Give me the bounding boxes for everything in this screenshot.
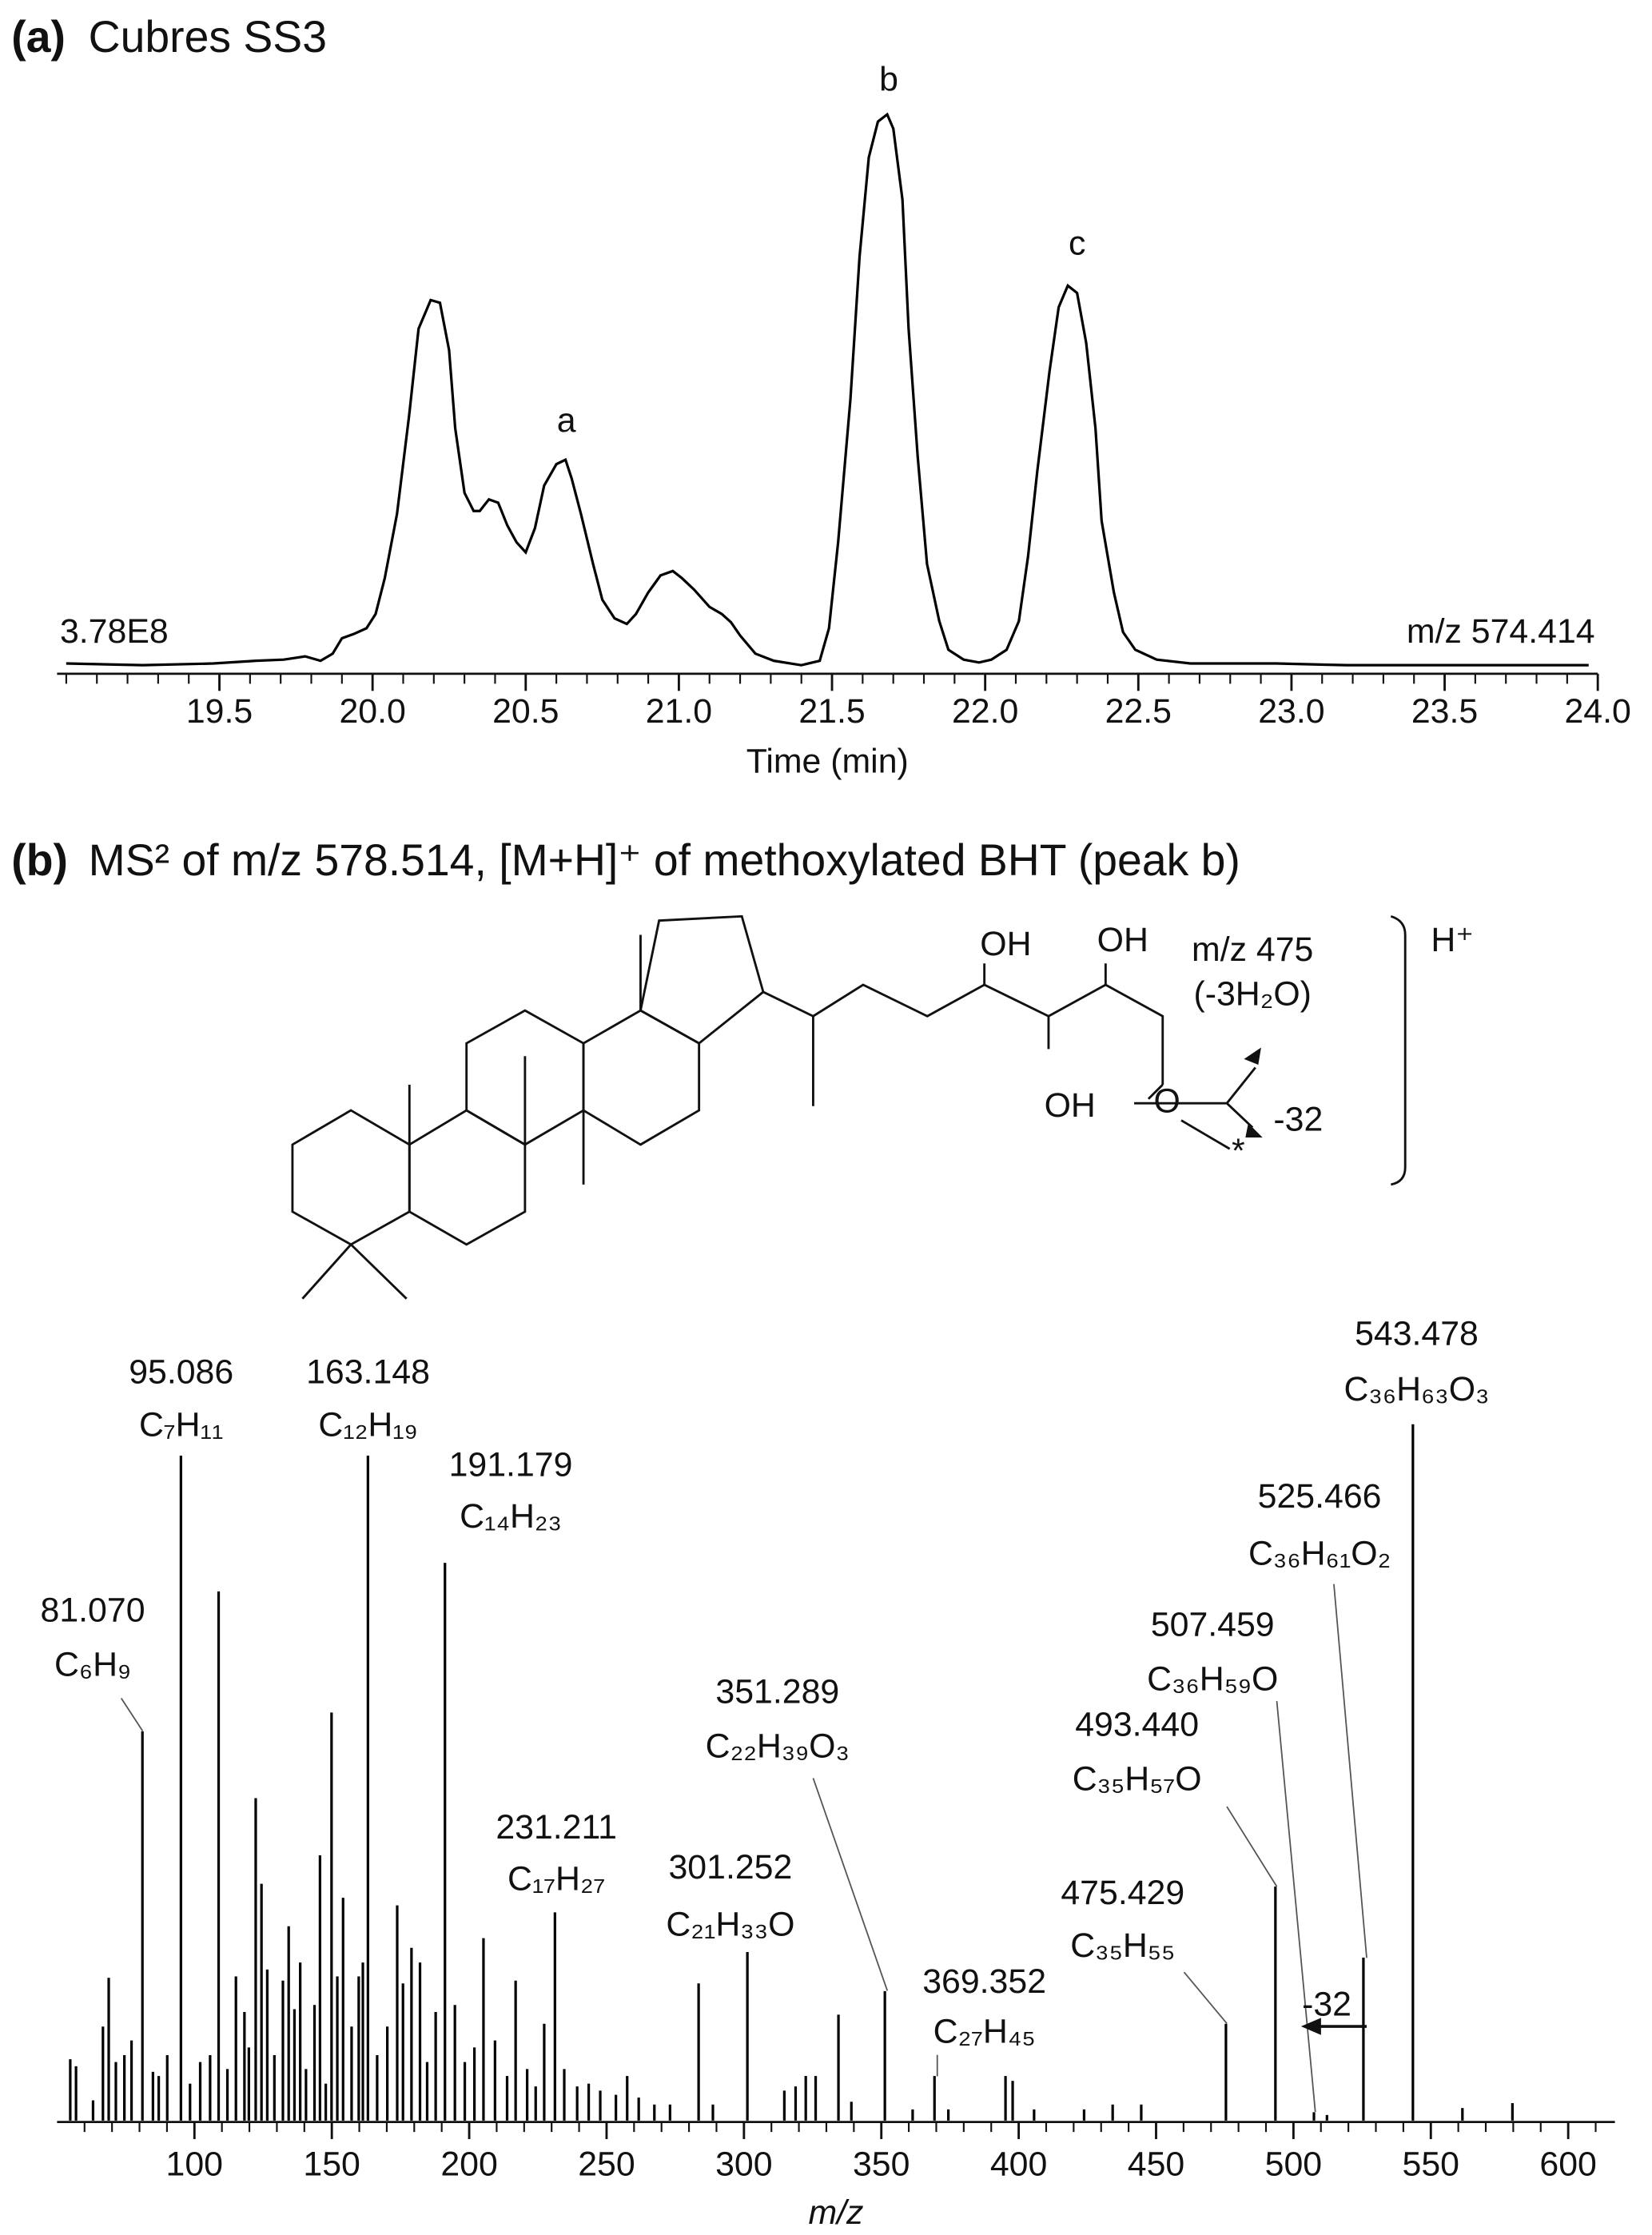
arrowheads	[1244, 1047, 1263, 1137]
peak-formula-label: C₁₇H₂₇	[508, 1859, 605, 1898]
peak-mass-label: 525.466	[1258, 1477, 1382, 1516]
peak-mass-label: 95.086	[129, 1353, 233, 1392]
x-tick-label: 23.5	[1411, 692, 1478, 731]
peak-mass-label: 81.070	[41, 1592, 145, 1630]
structure-label: O	[1153, 1082, 1180, 1120]
peak-mass-label: 301.252	[668, 1848, 792, 1886]
chain	[762, 983, 1164, 1085]
leader-line	[1276, 1700, 1316, 2113]
chart-title: MS² of m/z 578.514, [M+H]⁺ of methoxylat…	[89, 835, 1240, 885]
intensity-label: 3.78E8	[60, 612, 169, 651]
x-tick-label: 19.5	[186, 692, 253, 731]
peak-mass-label: 351.289	[715, 1672, 839, 1711]
x-tick-label: 350	[853, 2145, 910, 2183]
peak-label: c	[1069, 225, 1085, 263]
peak-mass-label: 493.440	[1075, 1705, 1199, 1743]
peak-formula-label: C₃₆H₆₃O₃	[1343, 1370, 1489, 1408]
peak-formula-label: C₃₆H₆₁O₂	[1248, 1534, 1391, 1572]
peak-label: a	[557, 401, 576, 440]
x-tick-label: 100	[166, 2145, 223, 2183]
peak-formula-label: C₆H₉	[54, 1646, 131, 1684]
structure-label: OH	[980, 925, 1031, 963]
peak-mass-label: 191.179	[449, 1446, 573, 1484]
shift-arrowhead	[1300, 2018, 1321, 2035]
x-tick-label: 22.5	[1105, 692, 1172, 731]
x-tick-label: 550	[1403, 2145, 1459, 2183]
structure-label: *	[1232, 1132, 1245, 1170]
peak-formula-label: C₃₅H₅₅	[1070, 1926, 1175, 1965]
leader-line	[120, 1697, 144, 1732]
peak-mass-label: 231.211	[496, 1808, 617, 1847]
peak-mass-label: 475.429	[1061, 1874, 1184, 1912]
x-tick-label: 24.0	[1564, 692, 1630, 731]
x-tick-label: 250	[578, 2145, 635, 2183]
x-tick-label: 21.0	[646, 692, 712, 731]
peak-formula-label: C₃₆H₅₉O	[1147, 1659, 1278, 1698]
x-tick-label: 22.0	[952, 692, 1018, 731]
peak-formula-label: C₂₇H₄₅	[933, 2012, 1036, 2050]
peak-formula-label: C₃₅H₅₇O	[1073, 1759, 1202, 1798]
ring	[408, 1109, 527, 1246]
leader-line	[1333, 1584, 1367, 1958]
x-tick-label: 20.5	[492, 692, 559, 731]
x-tick-label: 200	[440, 2145, 497, 2183]
leader-line	[1183, 1971, 1228, 2025]
peak-mass-label: 507.459	[1151, 1606, 1275, 1644]
peak-label: b	[879, 60, 898, 98]
structure-label: H⁺	[1431, 921, 1474, 959]
x-axis-label: m/z	[808, 2193, 863, 2232]
structure-label: -32	[1273, 1101, 1323, 1139]
bonds	[301, 914, 1407, 1300]
peak-formula-label: C₂₂H₃₉O₃	[706, 1727, 850, 1765]
structure-label: OH	[1097, 921, 1148, 959]
peak-formula-label: C₁₂H₁₉	[318, 1406, 417, 1444]
chart-title: Cubres SS3	[89, 12, 327, 62]
peak-mass-label: 543.478	[1355, 1314, 1479, 1353]
peak-formula-label: C₁₄H₂₃	[460, 1497, 562, 1536]
leader-line	[812, 1778, 889, 1991]
ring	[291, 1109, 411, 1246]
shift-label: -32	[1302, 1985, 1351, 2023]
x-tick-label: 300	[715, 2145, 772, 2183]
structure-label: m/z 475	[1192, 930, 1313, 969]
structure-label: (-3H₂O)	[1193, 975, 1311, 1014]
peak-formula-label: C₂₁H₃₃O	[666, 1905, 794, 1943]
x-tick-label: 450	[1128, 2145, 1184, 2183]
x-tick-label: 400	[990, 2145, 1047, 2183]
x-tick-label: 20.0	[339, 692, 405, 731]
structure-label: OH	[1045, 1086, 1096, 1125]
x-tick-label: 500	[1265, 2145, 1322, 2183]
peak-formula-label: C₇H₁₁	[139, 1406, 223, 1444]
panel-label: (a)	[11, 12, 66, 62]
leader-line	[1226, 1806, 1278, 1887]
x-axis-label: Time (min)	[746, 743, 909, 781]
x-tick-label: 23.0	[1258, 692, 1324, 731]
trace	[66, 112, 1589, 667]
structure	[291, 914, 1407, 1300]
ring	[639, 914, 765, 1045]
peak-mass-label: 163.148	[306, 1353, 430, 1392]
ring	[582, 1009, 701, 1146]
x-tick-label: 150	[303, 2145, 360, 2183]
x-tick-label: 600	[1539, 2145, 1596, 2183]
panel-label: (b)	[11, 835, 68, 885]
x-tick-label: 21.5	[798, 692, 865, 731]
peak-mass-label: 369.352	[922, 1962, 1046, 2001]
trace-label: m/z 574.414	[1407, 612, 1595, 651]
